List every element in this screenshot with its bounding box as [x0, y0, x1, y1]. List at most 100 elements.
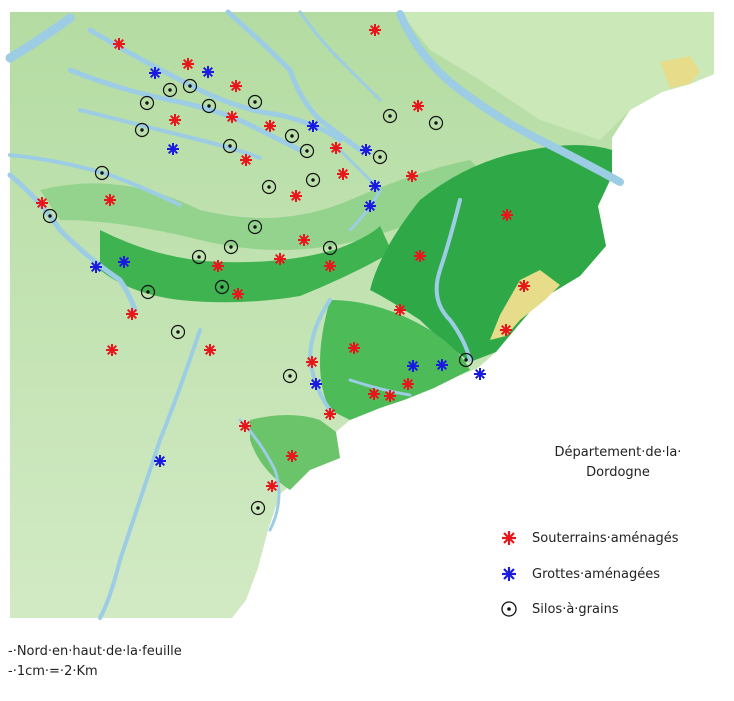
souterrain-marker	[324, 260, 336, 272]
silo-marker	[261, 179, 277, 195]
souterrain-marker	[204, 344, 216, 356]
silo-marker	[162, 82, 178, 98]
silo-marker	[250, 500, 266, 516]
grotte-marker	[369, 180, 381, 192]
legend-item-grottes: Grottes·aménagées	[500, 563, 660, 585]
souterrain-marker	[36, 197, 48, 209]
legend-label-silos: Silos·à·grains	[532, 601, 619, 617]
silo-marker	[305, 172, 321, 188]
souterrain-marker	[518, 280, 530, 292]
grotte-marker	[149, 67, 161, 79]
souterrain-marker	[368, 388, 380, 400]
souterrain-marker	[274, 253, 286, 265]
forest-belt-dark	[100, 226, 392, 303]
grotte-marker	[364, 200, 376, 212]
note-north: -·Nord·en·haut·de·la·feuille	[8, 644, 182, 659]
silo-marker	[458, 352, 474, 368]
legend-title-line1: Département·de·la·	[554, 445, 682, 460]
silo-marker	[139, 95, 155, 111]
forest-southeast	[320, 300, 470, 420]
note-scale: -·1cm·=·2·Km	[8, 664, 98, 679]
souterrain-marker	[104, 194, 116, 206]
souterrain-marker	[226, 111, 238, 123]
grotte-marker	[90, 261, 102, 273]
silo-marker	[134, 122, 150, 138]
souterrain-marker	[330, 142, 342, 154]
sand-patch-ne	[660, 56, 700, 88]
souterrain-marker	[126, 308, 138, 320]
souterrain-marker	[264, 120, 276, 132]
silo-marker	[284, 128, 300, 144]
silo-marker	[223, 239, 239, 255]
silo-marker	[94, 165, 110, 181]
grotte-marker	[307, 120, 319, 132]
souterrain-marker	[113, 38, 125, 50]
silo-marker	[247, 219, 263, 235]
legend-item-souterrains: Souterrains·aménagés	[500, 527, 679, 549]
silo-marker	[247, 94, 263, 110]
red-star-icon	[502, 531, 516, 545]
silo-marker	[299, 143, 315, 159]
sand-patch-east	[490, 270, 560, 340]
souterrain-marker	[324, 408, 336, 420]
markers-layer	[36, 24, 530, 516]
grotte-marker	[118, 256, 130, 268]
souterrain-marker	[239, 420, 251, 432]
souterrain-marker	[286, 450, 298, 462]
grotte-marker	[407, 360, 419, 372]
silo-marker	[382, 108, 398, 124]
souterrain-marker	[406, 170, 418, 182]
circled-dot-icon	[501, 601, 517, 617]
souterrain-marker	[384, 390, 396, 402]
silo-marker	[282, 368, 298, 384]
souterrain-marker	[306, 356, 318, 368]
souterrain-marker	[414, 250, 426, 262]
souterrain-marker	[337, 168, 349, 180]
silo-marker	[42, 208, 58, 224]
silo-marker	[322, 240, 338, 256]
grotte-marker	[202, 66, 214, 78]
grotte-marker	[436, 359, 448, 371]
souterrain-marker	[232, 288, 244, 300]
legend-title: Département·de·la· Dordogne	[548, 443, 688, 483]
souterrain-marker	[500, 324, 512, 336]
legend-label-souterrains: Souterrains·aménagés	[532, 530, 679, 546]
map-notes: -·Nord·en·haut·de·la·feuille -·1cm·=·2·K…	[8, 642, 182, 682]
souterrain-marker	[169, 114, 181, 126]
souterrain-marker	[298, 234, 310, 246]
silo-marker	[372, 149, 388, 165]
grotte-marker	[154, 455, 166, 467]
silo-marker	[214, 279, 230, 295]
grotte-marker	[167, 143, 179, 155]
grotte-marker	[360, 144, 372, 156]
souterrain-marker	[212, 260, 224, 272]
forest-east	[370, 145, 612, 362]
legend-label-grottes: Grottes·aménagées	[532, 566, 661, 582]
silo-marker	[222, 138, 238, 154]
silo-marker	[182, 78, 198, 94]
north-plateau	[400, 12, 714, 140]
souterrain-marker	[394, 304, 406, 316]
souterrain-marker	[501, 209, 513, 221]
souterrain-marker	[182, 58, 194, 70]
forest-belt-north	[40, 160, 500, 250]
souterrain-marker	[106, 344, 118, 356]
souterrain-marker	[290, 190, 302, 202]
silo-marker	[428, 115, 444, 131]
souterrain-marker	[240, 154, 252, 166]
legend-item-silos: Silos·à·grains	[500, 598, 619, 620]
silo-marker	[191, 249, 207, 265]
souterrain-marker	[348, 342, 360, 354]
souterrain-marker	[369, 24, 381, 36]
legend-title-line2: Dordogne	[586, 465, 650, 480]
souterrain-marker	[230, 80, 242, 92]
grotte-marker	[310, 378, 322, 390]
souterrain-marker	[412, 100, 424, 112]
grotte-marker	[474, 368, 486, 380]
silo-marker	[201, 98, 217, 114]
blue-star-icon	[502, 567, 516, 581]
silo-marker	[140, 284, 156, 300]
souterrain-marker	[402, 378, 414, 390]
souterrain-marker	[266, 480, 278, 492]
